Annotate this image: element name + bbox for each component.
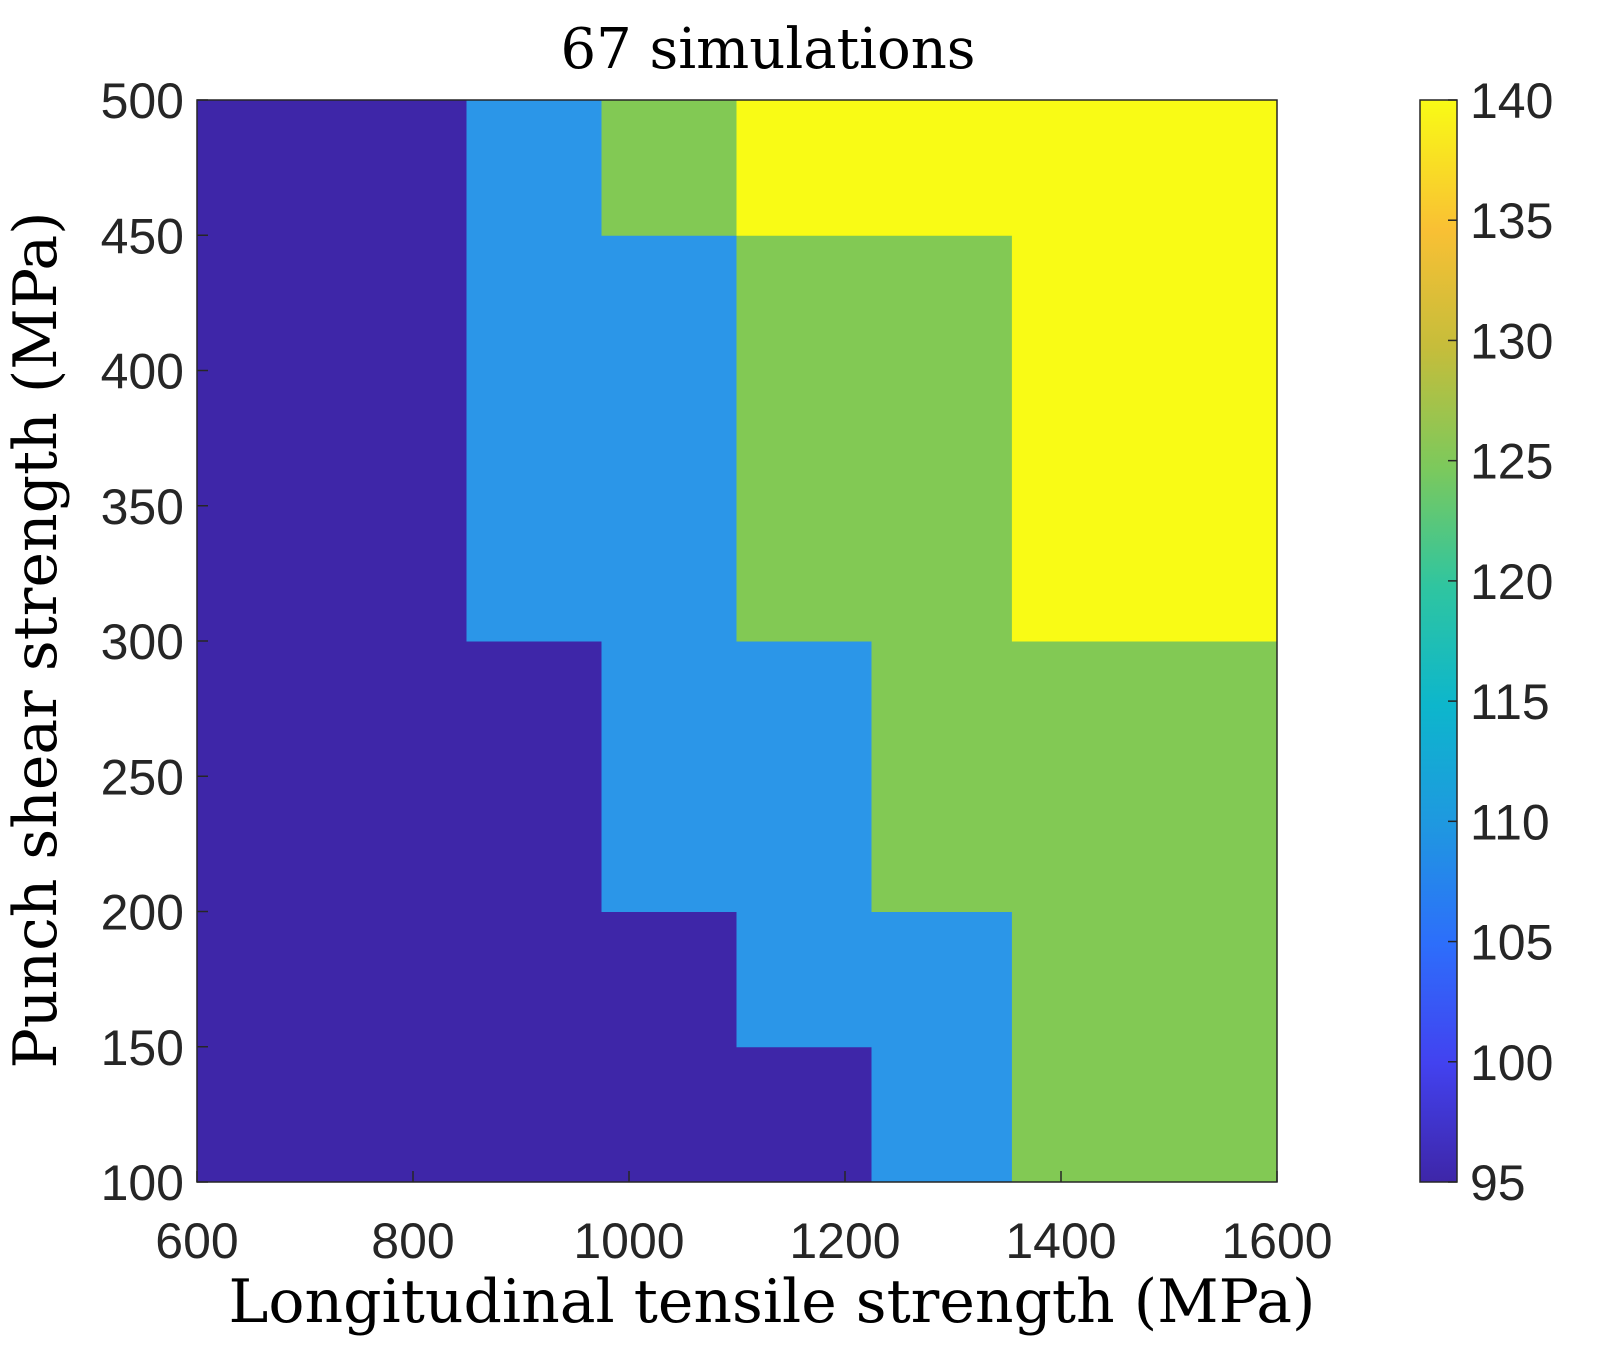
colorbar-ticks: 95 100 105 110 115 120 125 130 135 140 [1448,73,1553,1211]
x-tick-label: 800 [371,1213,454,1269]
plot-area [196,99,1278,1183]
y-axis-ticks: 100 150 200 250 300 350 400 450 500 [101,73,208,1211]
y-tick-label: 400 [101,344,184,400]
colorbar-tick-label: 115 [1470,674,1550,730]
x-tick-label: 1200 [789,1213,900,1269]
x-tick-label: 600 [155,1213,238,1269]
colorbar-tick-label: 125 [1470,434,1553,490]
colorbar-tick-label: 105 [1470,915,1553,971]
y-tick-label: 350 [101,479,184,535]
colorbar-tick-label: 120 [1470,554,1553,610]
colorbar-tick-label: 135 [1470,193,1553,249]
colorbar-tick-label: 100 [1470,1035,1553,1091]
x-axis-label: Longitudinal tensile strength (MPa) [229,1267,1316,1337]
x-axis-ticks: 600 800 1000 1200 1400 1600 [155,1171,1333,1269]
y-tick-label: 250 [101,749,184,805]
chart-title: 67 simulations [560,17,975,82]
colorbar-tick-label: 95 [1470,1155,1526,1211]
colorbar-tick-label: 110 [1470,794,1550,850]
x-tick-label: 1600 [1221,1213,1332,1269]
colorbar-tick-label: 130 [1470,313,1553,369]
y-tick-label: 150 [101,1020,184,1076]
y-tick-label: 100 [101,1155,184,1211]
colorbar [1419,99,1458,1183]
y-tick-label: 200 [101,885,184,941]
y-tick-label: 300 [101,614,184,670]
y-tick-label: 450 [101,208,184,264]
y-tick-label: 500 [101,73,184,129]
x-tick-label: 1000 [573,1213,684,1269]
x-tick-label: 1400 [1005,1213,1116,1269]
colorbar-tick-label: 140 [1470,73,1553,129]
y-axis-label: Punch shear strength (MPa) [1,211,71,1068]
